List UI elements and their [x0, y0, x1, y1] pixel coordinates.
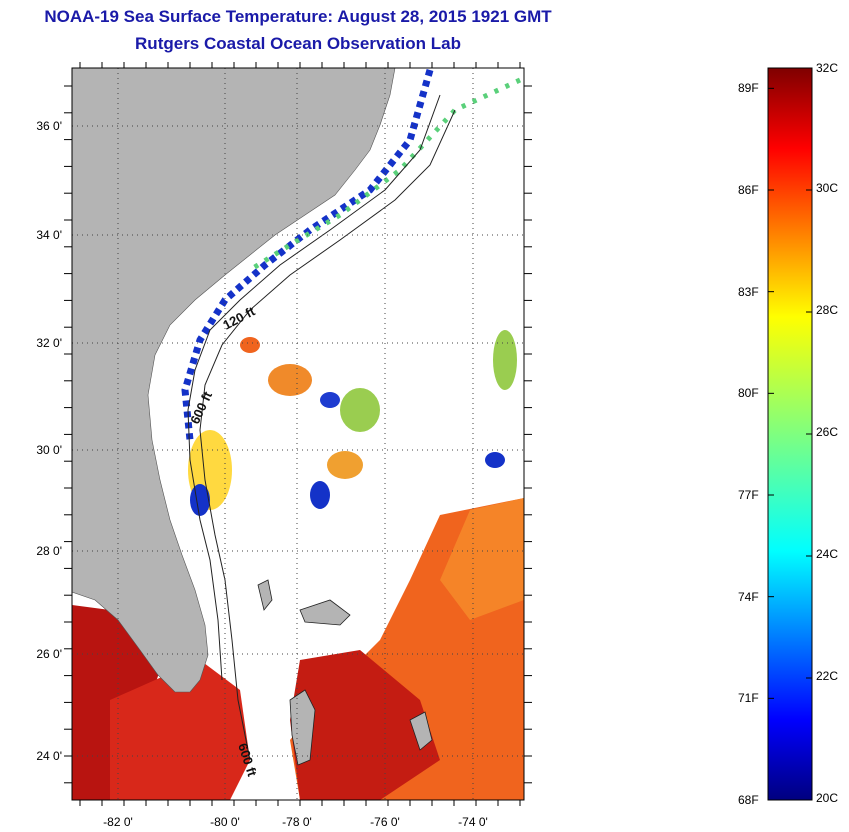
colorbar-fahrenheit-label: 83F [738, 284, 759, 299]
colorbar-fahrenheit-label: 77F [738, 488, 759, 502]
graticule [72, 68, 524, 800]
colorbar-celsius-label: 32C [816, 61, 839, 75]
longitude-label: -80 0' [210, 815, 240, 829]
latitude-labels: 36 0' 34 0' 32 0' 30 0' 28 0' 26 0' 24 0' [36, 119, 62, 763]
sst-patches-offshore [166, 330, 517, 613]
colorbar-fahrenheit-label: 68F [738, 793, 759, 807]
latitude-label: 26 0' [36, 647, 62, 661]
colorbar-celsius-label: 30C [816, 181, 839, 195]
land-bahamas [257, 579, 433, 766]
sst-cool-coastal [181, 69, 434, 441]
axis-ticks [64, 62, 532, 806]
longitude-label: -74 0' [458, 815, 488, 829]
colorbar-celsius-label: 26C [816, 425, 839, 439]
latitude-label: 34 0' [36, 228, 62, 242]
longitude-label: -82 0' [103, 815, 133, 829]
colorbar-celsius-label: 22C [816, 669, 839, 683]
title-line-1: NOAA-19 Sea Surface Temperature: August … [44, 7, 552, 26]
latitude-label: 24 0' [36, 749, 62, 763]
latitude-label: 32 0' [36, 336, 62, 350]
colorbar-celsius-label: 20C [816, 791, 839, 805]
sst-orange-atlantic [440, 498, 524, 620]
latitude-label: 30 0' [36, 443, 62, 457]
isobath-120ft [187, 94, 441, 681]
latitude-label: 36 0' [36, 119, 62, 133]
colorbar-fahrenheit-label: 89F [738, 81, 759, 96]
colorbar-fahrenheit-label: 74F [738, 589, 759, 604]
colorbar-fahrenheit-label: 71F [738, 691, 759, 706]
isobath-600ft [199, 109, 456, 761]
longitude-label: -76 0' [370, 815, 400, 829]
colorbar-celsius-label: 24C [816, 547, 839, 561]
land-us-southeast [72, 68, 396, 693]
latitude-label: 28 0' [36, 544, 62, 558]
title-line-2: Rutgers Coastal Ocean Observation Lab [135, 34, 461, 53]
colorbar-celsius-label: 28C [816, 303, 839, 317]
sst-red-straits [110, 660, 250, 800]
colorbar-fahrenheit-label: 86F [738, 183, 759, 197]
map-frame [71, 67, 525, 801]
sst-red-bahamas [290, 650, 440, 800]
longitude-label: -78 0' [282, 815, 312, 829]
colorbar-ticks [768, 67, 812, 801]
colorbar [767, 67, 813, 801]
colorbar-fahrenheit-label: 80F [738, 386, 759, 401]
longitude-labels: -82 0' -80 0' -78 0' -76 0' -74 0' [103, 815, 488, 829]
